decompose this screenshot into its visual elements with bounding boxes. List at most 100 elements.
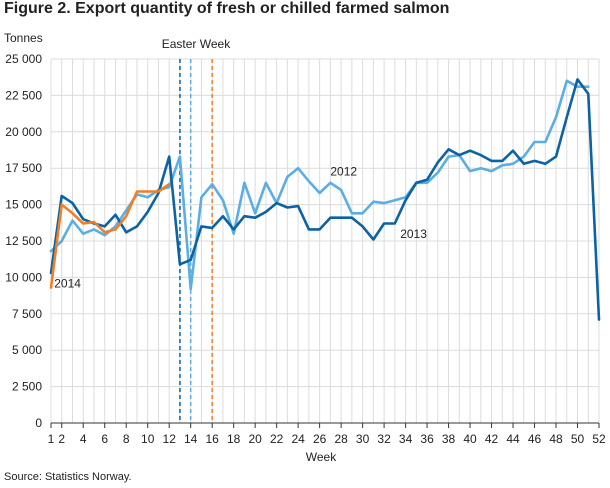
y-tick-label: 17 500: [5, 161, 42, 175]
data-point-2012: [71, 219, 74, 222]
data-point-2012: [383, 202, 385, 204]
data-point-2012: [93, 228, 95, 231]
data-point-2014: [50, 286, 52, 289]
data-point-2013: [136, 225, 138, 228]
data-point-2012: [211, 183, 213, 186]
data-point-2013: [533, 160, 536, 162]
data-point-2012: [340, 189, 342, 191]
data-point-2013: [361, 225, 364, 228]
data-point-2013: [189, 259, 192, 261]
data-point-2012: [576, 85, 579, 88]
source-note: Source: Statistics Norway.: [4, 471, 132, 483]
x-tick-label: 42: [485, 432, 499, 446]
data-point-2012: [146, 196, 149, 199]
data-point-2014: [82, 222, 85, 225]
x-tick-label: 6: [101, 432, 108, 446]
y-tick-label: 20 000: [5, 125, 42, 139]
x-tick-label: 1: [48, 432, 55, 446]
data-point-2012: [168, 186, 170, 188]
y-tick-label: 5 000: [12, 343, 42, 357]
data-point-2013: [555, 155, 557, 158]
data-point-2013: [286, 206, 289, 209]
easter-week-markers: [179, 59, 213, 423]
x-tick-label: 24: [291, 432, 305, 446]
x-tick-label: 28: [334, 432, 348, 446]
data-point-2013: [179, 263, 181, 266]
data-point-2012: [297, 167, 299, 169]
series-label-2014: 2014: [54, 277, 81, 291]
data-point-2013: [426, 179, 428, 181]
x-tick-label: 4: [80, 432, 87, 446]
x-tick-label: 32: [377, 432, 391, 446]
data-point-2013: [275, 202, 278, 204]
data-point-2013: [222, 215, 224, 218]
data-point-2013: [318, 228, 321, 231]
data-point-2014: [146, 190, 149, 193]
data-point-2012: [490, 170, 493, 172]
series-line-2014: [49, 182, 171, 289]
data-point-2013: [458, 154, 461, 156]
data-point-2013: [329, 216, 332, 219]
x-tick-label: 20: [248, 432, 262, 446]
y-tick-label: 15 000: [5, 198, 42, 212]
data-point-2013: [437, 161, 439, 164]
x-tick-label: 26: [313, 432, 327, 446]
data-point-2013: [404, 199, 407, 202]
x-tick-label: 14: [184, 432, 198, 446]
data-point-2013: [297, 205, 299, 207]
data-point-2012: [361, 212, 364, 215]
series-label-2013: 2013: [400, 227, 427, 241]
data-point-2013: [71, 202, 74, 204]
data-point-2012: [60, 240, 63, 242]
data-point-2012: [318, 192, 321, 194]
x-tick-label: 8: [123, 432, 130, 446]
data-point-2012: [200, 196, 203, 199]
x-tick-label: 40: [463, 432, 477, 446]
data-point-2013: [82, 218, 85, 220]
data-point-2012: [103, 234, 106, 236]
data-point-2012: [565, 80, 568, 82]
y-axis-title: Tonnes: [4, 31, 43, 45]
data-point-2013: [265, 211, 267, 213]
easter-week-annotation: Easter Week: [162, 37, 231, 51]
y-tick-label: 12 500: [5, 234, 42, 248]
series-line-2013: [49, 78, 601, 321]
data-point-2014: [93, 221, 95, 223]
x-tick-label: 18: [227, 432, 241, 446]
data-point-2013: [565, 116, 568, 119]
data-point-2013: [480, 154, 482, 156]
x-tick-labels: 1 2 4 6 8 10 12 14 16 18 20 22 24 26 28 30 32 34 36 38 40 42 4…: [48, 423, 606, 446]
data-point-2013: [501, 160, 504, 162]
data-point-2013: [232, 228, 235, 231]
data-point-2012: [125, 209, 128, 212]
data-point-2012: [555, 116, 557, 119]
data-point-2013: [544, 163, 547, 165]
data-point-2012: [501, 164, 504, 167]
series-label-2012: 2012: [330, 164, 357, 178]
y-tick-label: 10 000: [5, 270, 42, 284]
series-lines: [49, 78, 601, 321]
data-point-2012: [265, 181, 267, 184]
y-tick-labels: 0 2 500 5 000 7 500 10 000 12 500 15 000 17 500…: [5, 52, 42, 430]
y-tick-label: 7 500: [12, 307, 42, 321]
data-point-2014: [103, 231, 106, 234]
y-tick-label: 0: [35, 416, 42, 430]
data-point-2012: [544, 141, 547, 143]
data-point-2014: [136, 190, 138, 193]
data-point-2013: [103, 225, 106, 228]
data-point-2012: [82, 232, 85, 235]
data-point-2013: [125, 231, 128, 234]
data-point-2013: [598, 318, 600, 321]
x-tick-label: 46: [528, 432, 542, 446]
data-point-2012: [522, 155, 525, 158]
data-point-2012: [469, 170, 471, 172]
data-point-2012: [254, 212, 256, 215]
data-point-2013: [415, 181, 418, 184]
data-point-2012: [243, 181, 246, 184]
x-tick-label: 10: [141, 432, 155, 446]
data-point-2013: [60, 195, 63, 197]
x-tick-label: 30: [356, 432, 370, 446]
x-tick-label: 52: [592, 432, 606, 446]
data-point-2012: [480, 167, 482, 169]
